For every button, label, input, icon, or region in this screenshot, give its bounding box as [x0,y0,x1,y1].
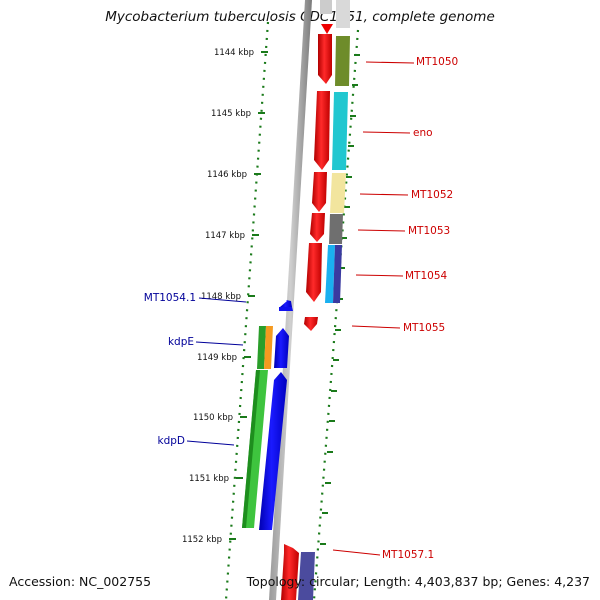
gene-label-kdpe: kdpE [168,336,194,348]
function-bar-mt1053 [329,214,343,244]
gene-arrow-kdpd[interactable] [259,372,287,530]
scale-tick-label: 1148 kbp [201,292,241,302]
gene-arrow-mt1054-1[interactable] [279,300,293,311]
function-bar-mt1050 [335,36,350,86]
label-mt1050[interactable]: MT1050 [365,56,458,68]
scale-tick-1152: 1152 kbp [182,535,236,545]
scale-tick-label: 1146 kbp [207,170,247,180]
label-kdpd[interactable]: kdpD [158,435,235,447]
gene-arrow-mt1055[interactable] [304,317,318,331]
label-mt1057-1[interactable]: MT1057.1 [332,549,434,561]
gene-label-mt1054: MT1054 [405,270,448,282]
label-eno[interactable]: eno [362,127,433,139]
function-bar-mt1052 [330,173,346,213]
gene-top-partial [320,0,350,28]
label-kdpe[interactable]: kdpE [168,336,244,348]
scale-tick-label: 1151 kbp [189,474,229,484]
function-bar-mt1057-1 [298,552,315,600]
gene-arrow-eno[interactable] [314,91,330,170]
gene-arrow-mt1057-1[interactable] [281,544,299,600]
function-bar-kdpe [257,326,273,369]
gene-arrow-mt1052[interactable] [312,172,327,212]
scale-tick-label: 1149 kbp [197,353,237,363]
gene-label-mt1050: MT1050 [416,56,458,68]
label-mt1054[interactable]: MT1054 [355,270,448,282]
scale-tick-1145: 1145 kbp [211,109,265,119]
gene-arrow-mt1053[interactable] [310,213,325,242]
gene-label-mt1055: MT1055 [403,322,445,334]
scale-tick-label: 1144 kbp [214,48,254,58]
scale-tick-1149: 1149 kbp [197,353,251,363]
right-scale-ticks [320,54,360,545]
scale-tick-1147: 1147 kbp [205,231,259,241]
outer-dotted-scale-left [224,21,270,600]
accession-text: Accession: NC_002755 [9,574,152,589]
map-title: Mycobacterium tuberculosis CDC1551, comp… [105,9,495,25]
function-bar-eno [332,92,348,170]
scale-tick-1148: 1148 kbp [201,292,255,302]
scale-tick-1151: 1151 kbp [189,474,243,484]
gene-label-mt1054-1: MT1054.1 [144,292,196,304]
gene-label-kdpd: kdpD [158,435,186,447]
function-bar-kdpd [242,370,268,528]
genome-backbone [269,0,312,600]
topology-text: Topology: circular; Length: 4,403,837 bp… [246,574,590,589]
scale-tick-1144: 1144 kbp [214,48,268,58]
gene-label-mt1052: MT1052 [411,189,453,201]
label-mt1054-1[interactable]: MT1054.1 [144,292,247,304]
gene-label-mt1053: MT1053 [408,225,450,237]
scale-tick-label: 1147 kbp [205,231,245,241]
scale-tick-1146: 1146 kbp [207,170,261,180]
label-mt1053[interactable]: MT1053 [357,225,450,237]
gene-arrow-mt1054[interactable] [306,243,322,302]
scale-tick-1150: 1150 kbp [193,413,247,423]
scale-tick-label: 1150 kbp [193,413,233,423]
label-mt1052[interactable]: MT1052 [359,189,453,201]
gene-label-mt1057-1: MT1057.1 [382,549,434,561]
function-bar-mt1054 [325,245,342,303]
gene-arrow-kdpe[interactable] [274,328,289,368]
gene-label-eno: eno [413,127,433,139]
gene-arrow-mt1050[interactable] [318,24,333,84]
label-mt1055[interactable]: MT1055 [351,322,445,334]
scale-tick-label: 1145 kbp [211,109,251,119]
scale-tick-label: 1152 kbp [182,535,222,545]
